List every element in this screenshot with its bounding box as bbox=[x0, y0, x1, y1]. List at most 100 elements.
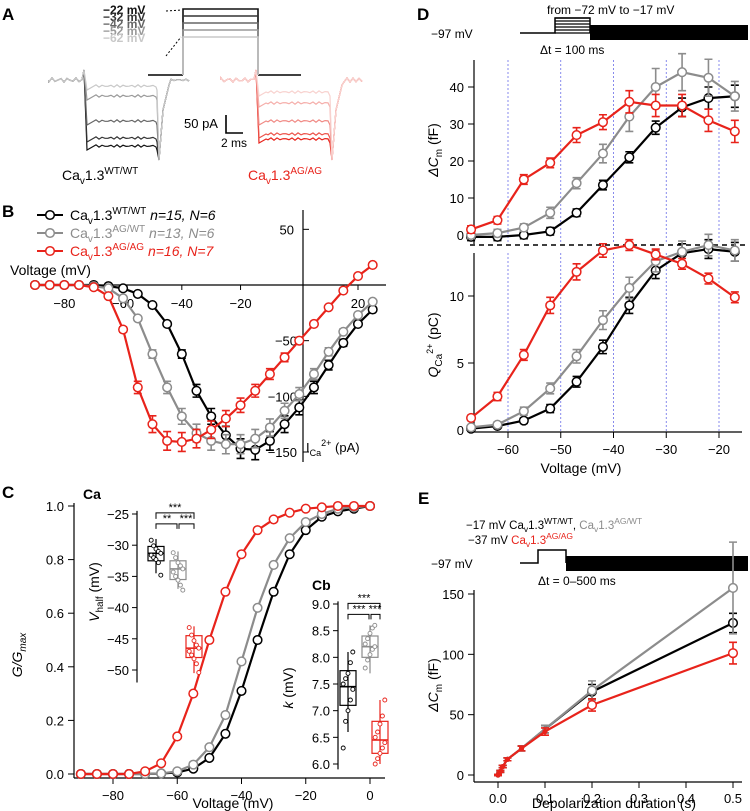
significance-bracket bbox=[347, 602, 381, 610]
data-point bbox=[338, 337, 349, 348]
significance-label: *** bbox=[180, 513, 194, 525]
data-point bbox=[250, 433, 261, 444]
protocol-train bbox=[590, 25, 748, 40]
data-point bbox=[176, 436, 187, 448]
data-point bbox=[518, 415, 529, 426]
e-protocol-holding: −97 mV bbox=[431, 557, 473, 571]
box-point bbox=[177, 563, 183, 569]
data-point bbox=[294, 389, 305, 400]
x-axis-label: Depolarization duration (s) bbox=[532, 795, 696, 811]
data-point bbox=[162, 435, 173, 446]
data-point bbox=[252, 634, 263, 646]
data-point bbox=[586, 699, 598, 711]
legend-marker bbox=[44, 245, 56, 257]
y-tick-label: −45 bbox=[107, 632, 129, 647]
data-point bbox=[264, 369, 275, 380]
data-point bbox=[300, 517, 311, 528]
data-point bbox=[624, 240, 635, 251]
data-point bbox=[279, 419, 290, 430]
box-point bbox=[180, 566, 186, 572]
box-point bbox=[345, 708, 351, 714]
y-tick-label: 0 bbox=[457, 423, 464, 438]
legend-marker bbox=[44, 209, 56, 221]
box-point bbox=[372, 734, 378, 740]
data-point bbox=[677, 100, 688, 111]
data-point bbox=[118, 293, 129, 304]
data-point bbox=[650, 249, 661, 260]
significance-bracket bbox=[155, 512, 195, 519]
box-point bbox=[173, 555, 179, 561]
data-point bbox=[729, 91, 740, 102]
series-line bbox=[497, 621, 734, 776]
box-point bbox=[340, 745, 346, 751]
data-point bbox=[504, 756, 510, 762]
data-point bbox=[279, 352, 290, 363]
data-point bbox=[279, 405, 290, 416]
box-point bbox=[382, 740, 388, 746]
box-point bbox=[191, 638, 197, 644]
data-point bbox=[235, 400, 246, 411]
data-point bbox=[252, 602, 263, 613]
data-point bbox=[597, 148, 609, 159]
panel-d-capacitance-chart: 0 10 20 30 40 ΔCm (fF) bbox=[425, 52, 745, 246]
series-line bbox=[470, 247, 735, 430]
panel-label-a: A bbox=[2, 5, 14, 24]
voltage-step-labels: −22 mV−32 mV−42 mV−52 mV−62 mV bbox=[103, 3, 145, 45]
x-tick-label: 0.5 bbox=[724, 791, 742, 806]
box-point bbox=[377, 721, 383, 727]
y-tick-label: 10 bbox=[450, 289, 464, 304]
x-tick-label: −20 bbox=[230, 296, 252, 311]
significance-bracket bbox=[370, 613, 381, 620]
x-tick-label: 0.3 bbox=[630, 791, 648, 806]
data-point bbox=[103, 291, 114, 302]
y-tick-label: 1.0 bbox=[46, 499, 64, 514]
legend-marker bbox=[44, 227, 56, 239]
box-point bbox=[365, 657, 371, 663]
y-tick-label: 7.0 bbox=[312, 704, 330, 719]
x-tick-label: −50 bbox=[550, 442, 572, 457]
data-point bbox=[220, 586, 231, 597]
box-point bbox=[347, 697, 353, 703]
box-point bbox=[367, 630, 373, 636]
y-axis-label: k (mV) bbox=[280, 667, 296, 708]
data-point bbox=[235, 439, 246, 450]
data-point bbox=[191, 433, 202, 444]
y-tick-label: 0.2 bbox=[46, 713, 64, 728]
data-point bbox=[220, 439, 231, 450]
box-point bbox=[343, 718, 349, 724]
data-point bbox=[492, 215, 503, 226]
y-tick-label: −25 bbox=[107, 507, 129, 522]
y-tick-label: 150 bbox=[442, 587, 464, 602]
box-point bbox=[350, 686, 356, 692]
data-point bbox=[220, 728, 231, 739]
box-point bbox=[193, 661, 199, 667]
data-point bbox=[492, 419, 503, 430]
panel-a-traces: −22 mV−32 mV−42 mV−52 mV−62 mV 50 pA 2 m… bbox=[48, 3, 363, 187]
current-trace bbox=[48, 69, 190, 161]
legend-label: Cav1.3AG/WT n=13, N=6 bbox=[70, 224, 215, 245]
data-point bbox=[156, 758, 167, 769]
data-point bbox=[597, 117, 609, 128]
box-point bbox=[170, 550, 176, 556]
data-point bbox=[545, 403, 556, 414]
data-point bbox=[466, 422, 477, 433]
data-point bbox=[597, 180, 609, 191]
data-point bbox=[268, 514, 279, 525]
box-point bbox=[153, 557, 159, 563]
data-point bbox=[147, 348, 158, 360]
data-point bbox=[703, 240, 714, 251]
data-point bbox=[323, 346, 334, 357]
data-point bbox=[252, 525, 263, 536]
trace-label-ag: Cav1.3AG/AG bbox=[248, 166, 322, 187]
data-point bbox=[73, 279, 85, 291]
x-tick-label: 20 bbox=[351, 296, 365, 311]
data-point bbox=[147, 419, 158, 430]
data-point bbox=[308, 318, 320, 330]
box-point bbox=[350, 649, 356, 655]
data-point bbox=[188, 759, 199, 770]
y-tick-label: −100 bbox=[268, 389, 297, 404]
box-point bbox=[340, 681, 346, 687]
data-point bbox=[284, 549, 295, 560]
data-point bbox=[332, 500, 343, 512]
